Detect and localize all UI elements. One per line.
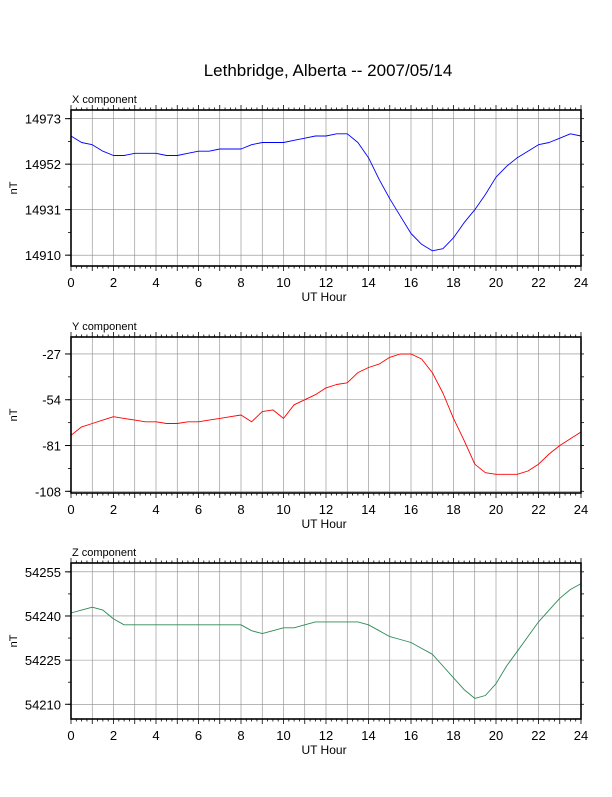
y-axis-label: nT [8, 634, 20, 647]
y-tick-label: 14931 [25, 203, 61, 218]
panel-label: Z component [72, 547, 136, 559]
x-axis-label: UT Hour [301, 517, 346, 531]
y-tick-label: 54225 [25, 653, 61, 668]
x-tick-label: 6 [195, 275, 202, 290]
x-tick-label: 16 [404, 502, 418, 517]
y-tick-label: 54255 [25, 565, 61, 580]
y-axis-label: nT [8, 408, 20, 421]
series-line-1 [70, 353, 582, 475]
x-tick-label: 14 [361, 502, 375, 517]
panel-label: Y component [72, 321, 137, 333]
y-tick-label: 14910 [25, 248, 61, 263]
y-tick-label: -54 [42, 393, 61, 408]
x-tick-label: 10 [276, 728, 290, 743]
x-tick-label: 16 [404, 728, 418, 743]
x-tick-label: 18 [446, 502, 460, 517]
plot-frame [70, 109, 582, 267]
x-axis-label: UT Hour [301, 743, 346, 757]
x-tick-label: 6 [195, 502, 202, 517]
x-tick-label: 8 [237, 275, 244, 290]
x-tick-label: 2 [110, 502, 117, 517]
x-tick-label: 22 [531, 728, 545, 743]
x-tick-label: 22 [531, 275, 545, 290]
x-tick-label: 14 [361, 728, 375, 743]
x-tick-label: 18 [446, 275, 460, 290]
x-tick-label: 20 [489, 275, 503, 290]
y-tick-label: -81 [42, 439, 61, 454]
x-tick-label: 20 [489, 502, 503, 517]
x-tick-label: 24 [574, 728, 588, 743]
x-tick-label: 12 [319, 502, 333, 517]
y-tick-label: 14952 [25, 157, 61, 172]
y-tick-label: -27 [42, 347, 61, 362]
x-tick-label: 10 [276, 502, 290, 517]
x-tick-label: 22 [531, 502, 545, 517]
series-line-1 [70, 133, 582, 252]
y-tick-label: 14973 [25, 112, 61, 127]
x-tick-label: 4 [152, 275, 159, 290]
x-tick-label: 2 [110, 275, 117, 290]
x-tick-label: 0 [67, 502, 74, 517]
x-tick-label: 8 [237, 502, 244, 517]
series-line-1 [70, 583, 582, 699]
x-tick-label: 8 [237, 728, 244, 743]
y-tick-label: -108 [35, 484, 61, 499]
x-tick-label: 24 [574, 502, 588, 517]
y-tick-label: 54210 [25, 697, 61, 712]
x-tick-label: 24 [574, 275, 588, 290]
chart-title: Lethbridge, Alberta -- 2007/05/14 [204, 61, 453, 80]
x-tick-label: 2 [110, 728, 117, 743]
y-tick-label: 54240 [25, 609, 61, 624]
plot-frame [70, 562, 582, 720]
x-tick-label: 14 [361, 275, 375, 290]
x-tick-label: 18 [446, 728, 460, 743]
x-tick-label: 4 [152, 502, 159, 517]
x-tick-label: 20 [489, 728, 503, 743]
x-tick-label: 16 [404, 275, 418, 290]
x-tick-label: 0 [67, 275, 74, 290]
y-axis-label: nT [8, 181, 20, 194]
x-axis-label: UT Hour [301, 290, 346, 304]
panel-label: X component [72, 94, 137, 106]
x-tick-label: 6 [195, 728, 202, 743]
x-tick-label: 12 [319, 728, 333, 743]
plot-frame [70, 336, 582, 494]
x-tick-label: 12 [319, 275, 333, 290]
x-tick-label: 10 [276, 275, 290, 290]
x-tick-label: 0 [67, 728, 74, 743]
x-tick-label: 4 [152, 728, 159, 743]
